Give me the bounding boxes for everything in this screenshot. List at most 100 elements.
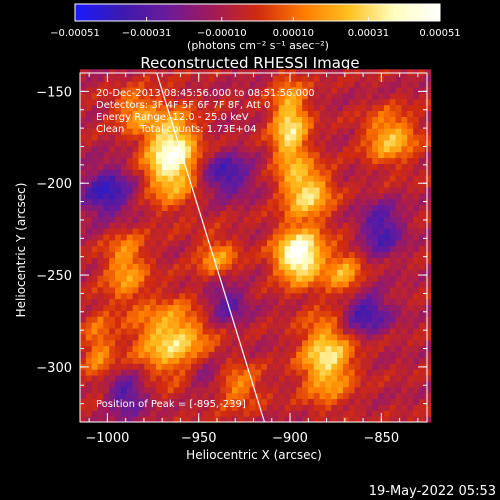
heatmap-cell — [348, 181, 356, 188]
heatmap-cell — [115, 139, 122, 147]
heatmap-cell — [360, 163, 367, 170]
heatmap-cell — [185, 116, 192, 123]
heatmap-cell — [208, 128, 216, 135]
heatmap-cell — [144, 316, 151, 323]
heatmap-cell — [302, 222, 309, 229]
heatmap-cell — [383, 292, 391, 300]
heatmap-cell — [138, 216, 145, 223]
heatmap-cell — [132, 363, 140, 370]
heatmap-cell — [202, 75, 210, 82]
heatmap-cell — [418, 110, 426, 117]
heatmap-cell — [267, 327, 274, 335]
heatmap-cell — [214, 204, 221, 211]
heatmap-cell — [401, 92, 408, 100]
heatmap-cell — [261, 122, 268, 129]
heatmap-cell — [313, 380, 321, 388]
heatmap-cell — [173, 357, 180, 364]
heatmap-cell — [319, 128, 327, 135]
heatmap-cell — [278, 163, 286, 170]
heatmap-cell — [196, 192, 204, 200]
heatmap-cell — [278, 245, 286, 253]
heatmap-cell — [179, 386, 186, 394]
heatmap-cell — [366, 157, 373, 164]
heatmap-cell — [401, 333, 408, 341]
heatmap-cell — [91, 145, 99, 153]
heatmap-cell — [278, 292, 286, 300]
heatmap-cell — [226, 198, 233, 206]
heatmap-cell — [179, 122, 186, 129]
heatmap-cell — [407, 298, 414, 306]
heatmap-cell — [120, 86, 128, 94]
heatmap-cell — [249, 198, 256, 206]
heatmap-cell — [331, 186, 338, 194]
heatmap-cell — [237, 228, 245, 235]
heatmap-cell — [144, 92, 151, 100]
heatmap-cell — [85, 222, 93, 229]
heatmap-cell — [191, 233, 198, 241]
heatmap-cell — [284, 75, 291, 82]
heatmap-cell — [401, 416, 408, 423]
heatmap-cell — [237, 169, 245, 176]
heatmap-cell — [161, 151, 169, 159]
heatmap-cell — [290, 280, 297, 288]
heatmap-cell — [395, 233, 403, 241]
heatmap-cell — [307, 163, 315, 170]
heatmap-cell — [383, 386, 391, 394]
heatmap-cell — [231, 339, 239, 347]
heatmap-cell — [80, 404, 87, 411]
heatmap-cell — [383, 257, 391, 264]
heatmap-cell — [389, 104, 397, 112]
heatmap-cell — [185, 333, 192, 341]
heatmap-cell — [413, 98, 420, 106]
heatmap-cell — [313, 175, 321, 182]
heatmap-cell — [85, 251, 93, 259]
heatmap-cell — [360, 257, 367, 264]
heatmap-cell — [91, 222, 99, 229]
heatmap-cell — [249, 133, 256, 141]
heatmap-cell — [132, 410, 140, 417]
heatmap-cell — [383, 116, 391, 123]
heatmap-cell — [342, 369, 350, 376]
heatmap-cell — [372, 363, 379, 370]
heatmap-cell — [366, 363, 373, 370]
heatmap-cell — [378, 175, 385, 182]
heatmap-cell — [272, 369, 280, 376]
heatmap-cell — [325, 245, 332, 253]
heatmap-cell — [267, 357, 274, 364]
heatmap-cell — [85, 98, 93, 106]
heatmap-cell — [138, 145, 145, 153]
heatmap-cell — [372, 322, 379, 329]
heatmap-cell — [196, 369, 204, 376]
heatmap-cell — [243, 386, 251, 394]
heatmap-cell — [138, 351, 145, 358]
heatmap-cell — [418, 157, 426, 164]
heatmap-cell — [214, 133, 221, 141]
heatmap-cell — [296, 257, 303, 264]
heatmap-cell — [354, 133, 362, 141]
heatmap-cell — [261, 175, 268, 182]
heatmap-cell — [325, 263, 332, 270]
heatmap-cell — [103, 157, 110, 164]
heatmap-cell — [337, 339, 344, 347]
heatmap-cell — [348, 157, 356, 164]
heatmap-cell — [372, 216, 379, 223]
heatmap-cell — [173, 416, 180, 423]
heatmap-cell — [214, 251, 221, 259]
heatmap-cell — [278, 304, 286, 311]
heatmap-cell — [383, 122, 391, 129]
heatmap-cell — [366, 86, 373, 94]
heatmap-cell — [302, 333, 309, 341]
heatmap-cell — [226, 351, 233, 358]
heatmap-cell — [296, 133, 303, 141]
heatmap-cell — [243, 310, 251, 317]
heatmap-cell — [302, 298, 309, 306]
heatmap-cell — [155, 304, 163, 311]
heatmap-cell — [120, 139, 128, 147]
heatmap-cell — [272, 86, 280, 94]
heatmap-cell — [325, 116, 332, 123]
heatmap-cell — [249, 280, 256, 288]
heatmap-cell — [243, 128, 251, 135]
heatmap-cell — [331, 351, 338, 358]
heatmap-cell — [325, 210, 332, 217]
heatmap-cell — [226, 222, 233, 229]
